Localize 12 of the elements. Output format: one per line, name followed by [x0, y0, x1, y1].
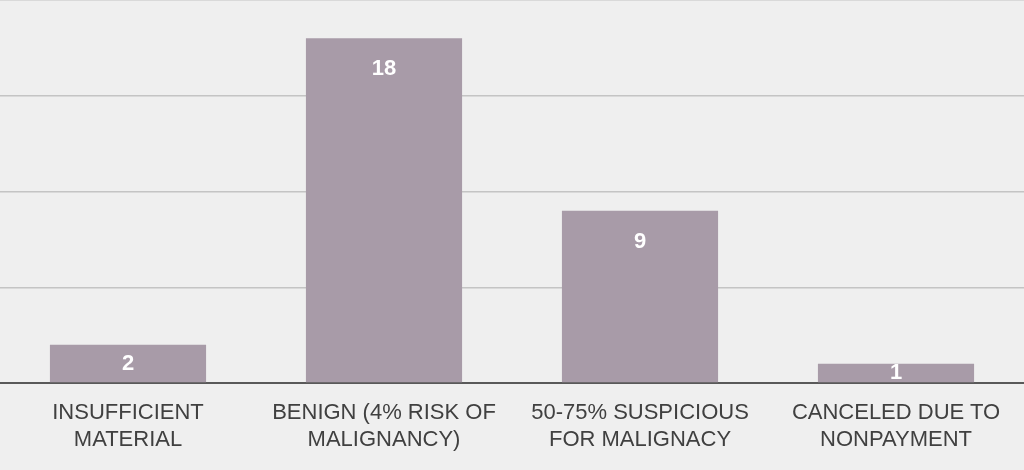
x-tick-label: 50-75% SUSPICIOUS FOR MALIGNACY [531, 398, 749, 452]
x-tick-label: BENIGN (4% RISK OF MALIGNANCY) [272, 398, 496, 452]
data-label: 9 [633, 227, 647, 253]
data-label: 2 [121, 349, 135, 375]
bar [561, 210, 719, 383]
bar [49, 344, 207, 383]
data-label: 1 [889, 359, 903, 385]
data-label: 18 [371, 55, 397, 81]
x-tick-label: INSUFFICIENT MATERIAL [52, 398, 204, 452]
bar [817, 363, 975, 383]
bar [305, 38, 463, 383]
x-tick-label: CANCELED DUE TO NONPAYMENT [791, 398, 1001, 452]
